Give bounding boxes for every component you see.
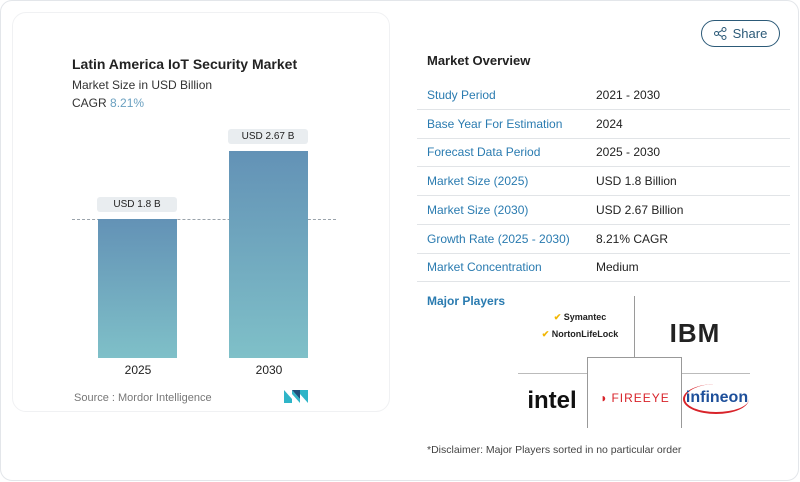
- row-value: 2025 - 2030: [596, 145, 661, 160]
- share-button[interactable]: Share: [701, 20, 780, 47]
- bar-2025: [98, 218, 177, 358]
- logo-text: FIREEYE: [611, 391, 670, 405]
- row-value: Medium: [596, 260, 639, 275]
- row-label: Market Size (2025): [427, 174, 529, 189]
- row-label: Market Size (2030): [427, 202, 529, 217]
- chart-source: Source : Mordor Intelligence: [74, 392, 212, 404]
- overview-row: Study Period 2021 - 2030: [417, 81, 790, 110]
- cagr-label: CAGR: [72, 96, 107, 110]
- chart-title: Latin America IoT Security Market: [72, 56, 298, 72]
- logo-text: NortonLifeLock: [551, 329, 619, 339]
- row-label: Growth Rate (2025 - 2030): [427, 231, 570, 246]
- row-label: Market Concentration: [427, 260, 542, 275]
- logo-text: Symantec: [563, 312, 607, 322]
- row-label: Forecast Data Period: [427, 145, 541, 160]
- row-value: USD 1.8 Billion: [596, 174, 677, 189]
- row-value: 2024: [596, 116, 623, 131]
- symantec-norton-logo: ✔ Symantec ✔ NortonLifeLock: [530, 312, 630, 340]
- overview-row: Growth Rate (2025 - 2030) 8.21% CAGR: [417, 225, 790, 254]
- major-players-title: Major Players: [427, 294, 506, 308]
- chart-card: [12, 12, 390, 412]
- cagr-value: 8.21%: [110, 96, 145, 110]
- overview-title: Market Overview: [427, 53, 531, 68]
- symantec-logo: ✔ Symantec: [554, 312, 607, 323]
- share-label: Share: [732, 26, 768, 41]
- fireeye-logo: ◗ FIREEYE: [590, 391, 680, 405]
- row-label: Base Year For Estimation: [427, 116, 563, 131]
- ibm-logo: IBM: [650, 318, 740, 349]
- check-icon: ✔: [541, 329, 550, 339]
- overview-row: Market Concentration Medium: [417, 253, 790, 283]
- reference-line: [72, 219, 336, 220]
- infineon-logo: infineon: [683, 384, 749, 414]
- overview-row: Market Size (2025) USD 1.8 Billion: [417, 167, 790, 197]
- chart-cagr: CAGR 8.21%: [72, 96, 144, 110]
- data-label: USD 1.8 B: [97, 196, 177, 212]
- grid-box: [587, 357, 682, 428]
- row-value: 2021 - 2030: [596, 88, 661, 102]
- row-value: USD 2.67 Billion: [596, 202, 684, 217]
- row-value: 8.21% CAGR: [596, 231, 669, 246]
- check-icon: ✔: [553, 312, 562, 322]
- overview-row: Base Year For Estimation 2024: [417, 110, 790, 139]
- disclaimer: *Disclaimer: Major Players sorted in no …: [427, 444, 682, 456]
- x-tick-label: 2025: [124, 363, 152, 377]
- share-icon: [713, 27, 727, 40]
- grid-divider: [634, 296, 635, 357]
- overview-row: Forecast Data Period 2025 - 2030: [417, 138, 790, 168]
- norton-logo: ✔ NortonLifeLock: [542, 329, 619, 340]
- intel-logo: intel: [527, 387, 577, 414]
- row-label: Study Period: [427, 88, 496, 102]
- x-tick-label: 2030: [255, 363, 283, 377]
- data-label: USD 2.67 B: [228, 129, 308, 145]
- mordor-logo-icon: [284, 390, 308, 403]
- chart-subtitle: Market Size in USD Billion: [72, 78, 213, 92]
- fireeye-mark-icon: ◗: [600, 391, 609, 405]
- bar-2030: [229, 151, 308, 358]
- overview-row: Market Size (2030) USD 2.67 Billion: [417, 196, 790, 225]
